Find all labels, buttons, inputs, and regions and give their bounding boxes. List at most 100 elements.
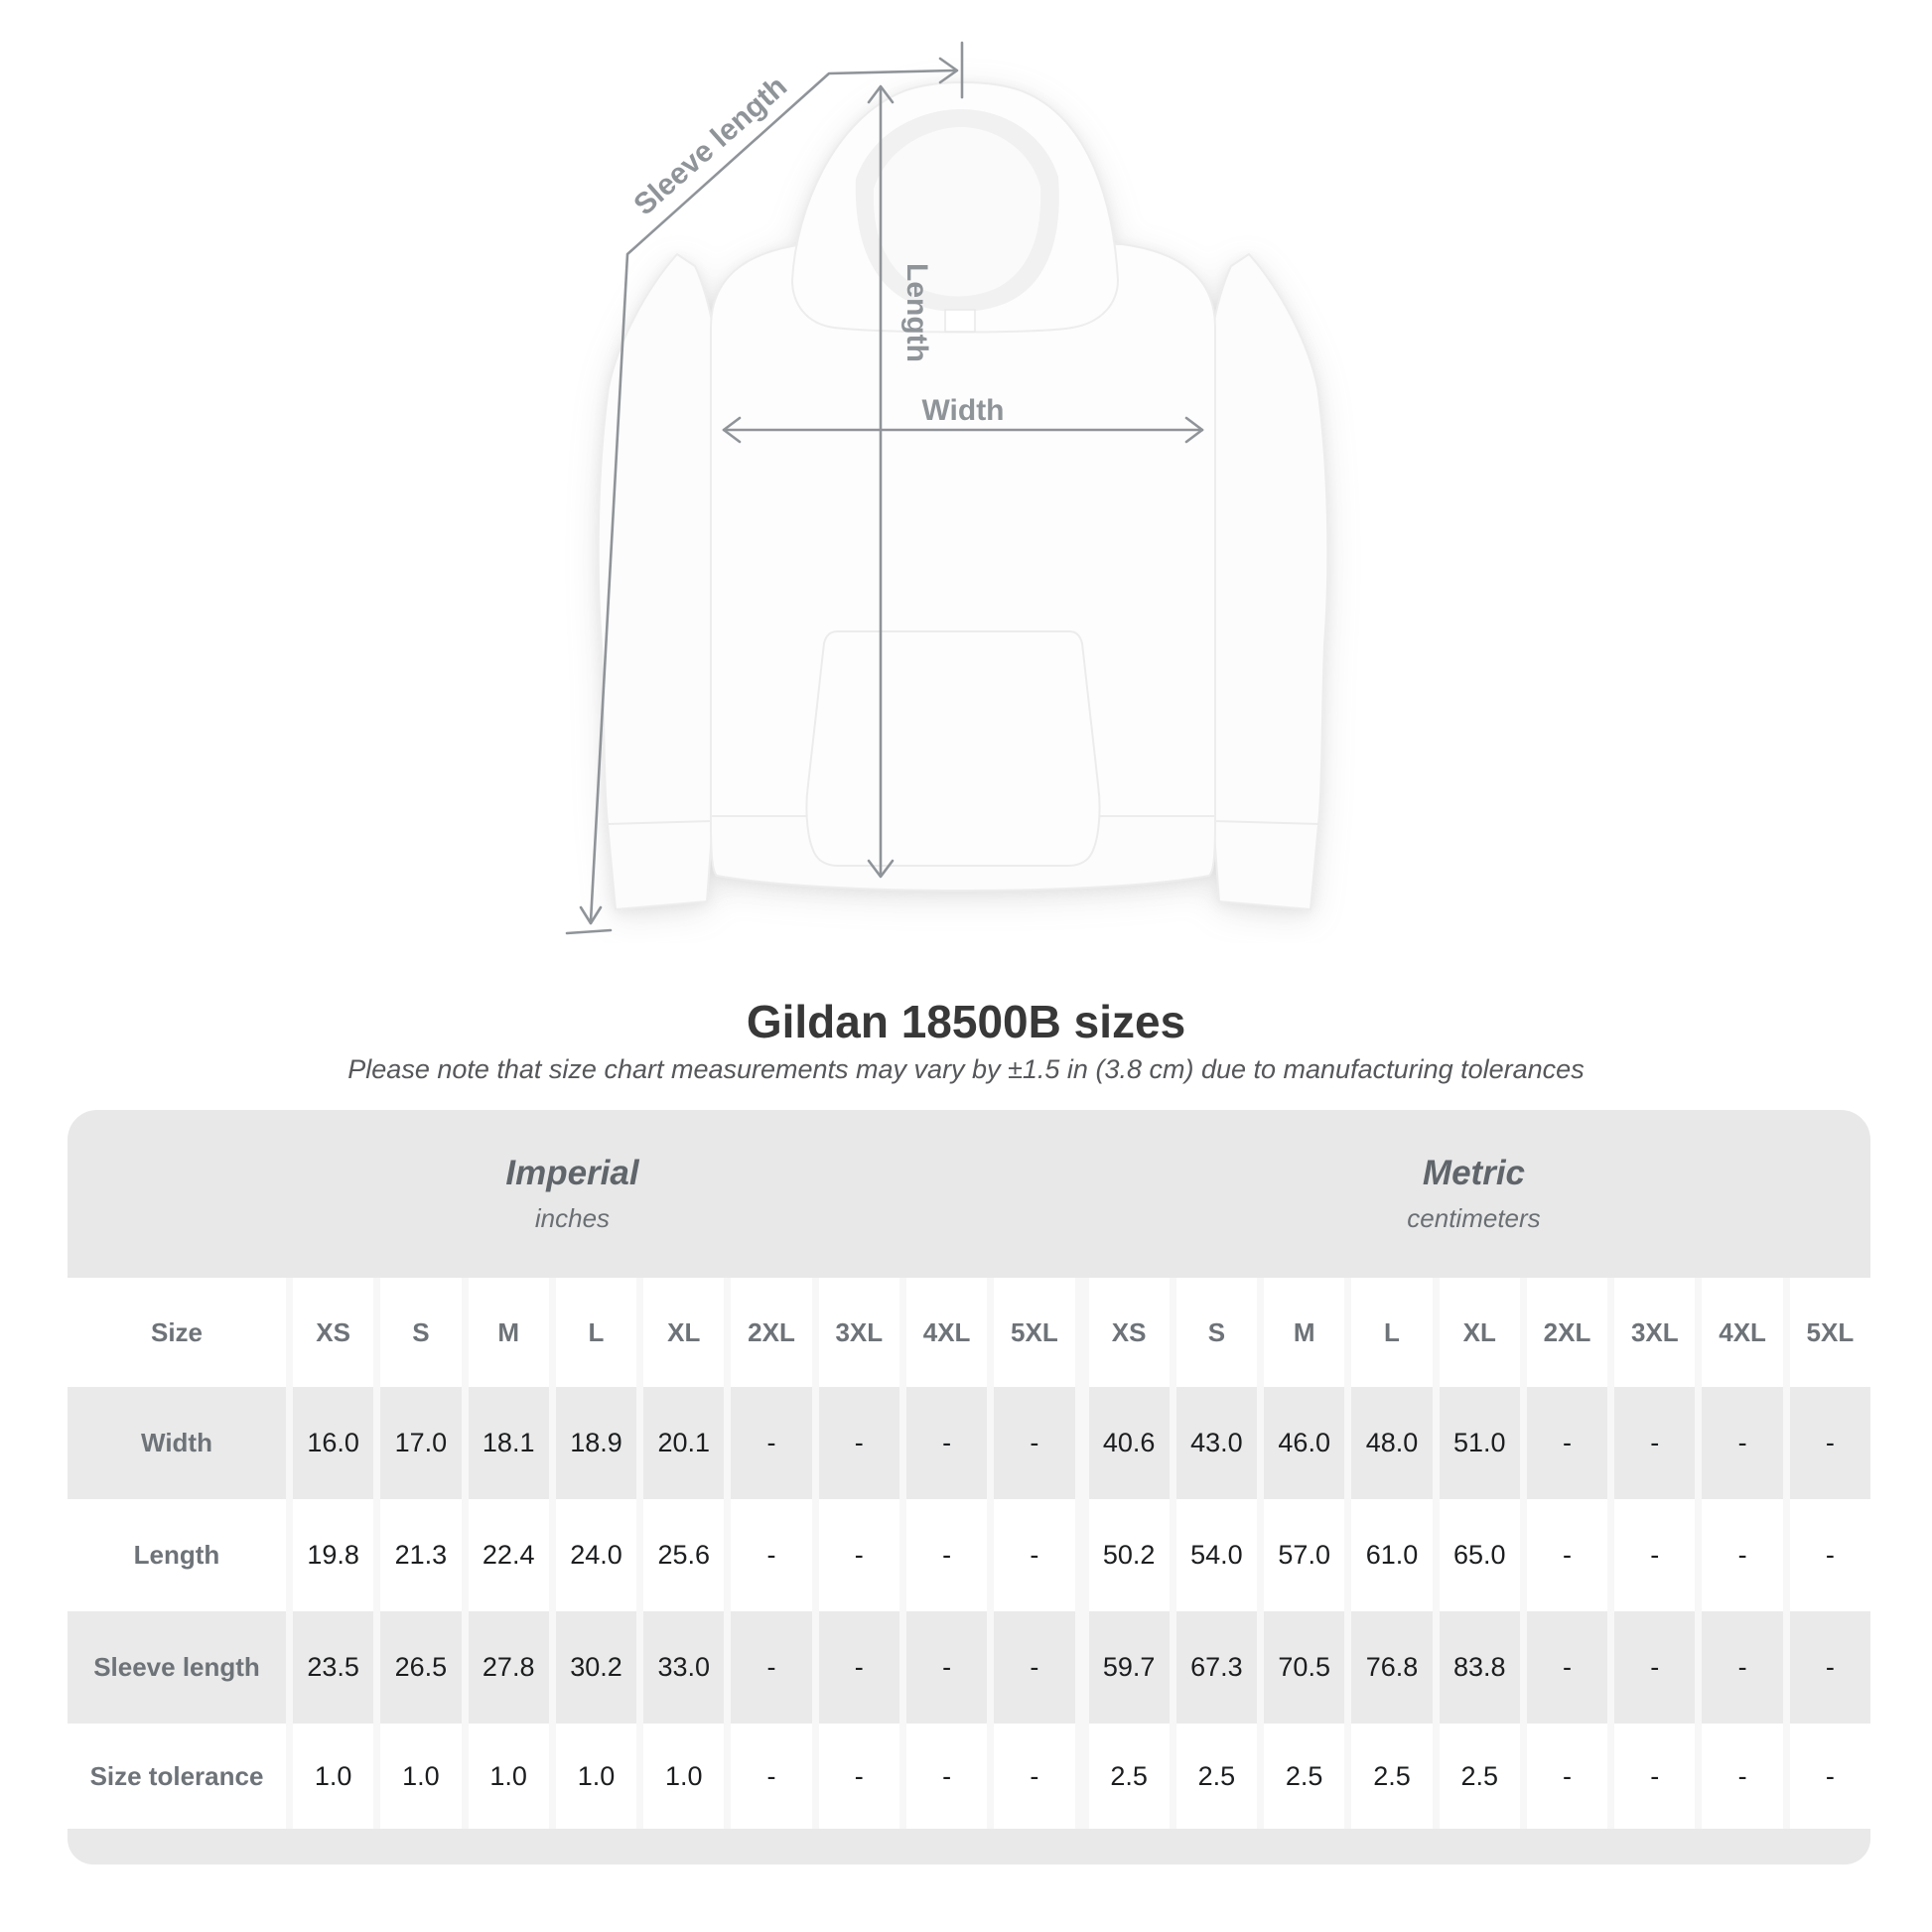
table-cell-metric: - [1614,1611,1696,1724]
table-cell-imperial: 16.0 [293,1387,374,1499]
size-column-header: Size [68,1278,286,1387]
table-cell-imperial: 33.0 [643,1611,725,1724]
table-cell-metric: 59.7 [1088,1611,1170,1724]
table-cell-metric: 2.5 [1264,1724,1345,1829]
table-cell-imperial: - [994,1724,1075,1829]
table-cell-imperial: 20.1 [643,1387,725,1499]
table-cell-imperial: 1.0 [555,1724,637,1829]
collar-tag [944,309,976,333]
table-cell-metric: 2.5 [1175,1724,1258,1829]
table-cell-metric: 46.0 [1264,1387,1345,1499]
size-col-header-imperial: XS [293,1278,374,1387]
table-cell-metric: 2.5 [1351,1724,1433,1829]
table-cell-imperial: 1.0 [380,1724,462,1829]
table-cell-metric: 51.0 [1439,1387,1520,1499]
table-cell-imperial: 27.8 [468,1611,549,1724]
size-col-header-imperial: XL [643,1278,725,1387]
table-cell-metric: 2.5 [1088,1724,1170,1829]
table-cell-imperial: 1.0 [293,1724,374,1829]
size-col-header-metric: M [1264,1278,1345,1387]
table-cell-metric: - [1789,1611,1870,1724]
table-footer-band [68,1829,1870,1864]
size-col-header-imperial: S [380,1278,462,1387]
table-cell-metric: 40.6 [1088,1387,1170,1499]
size-col-header-imperial: L [555,1278,637,1387]
metric-section-header: Metric centimeters [1077,1154,1870,1234]
table-cell-imperial: - [818,1499,899,1611]
table-cell-metric: - [1702,1499,1783,1611]
table-cell-imperial: 21.3 [380,1499,462,1611]
table-cell-metric: - [1614,1387,1696,1499]
table-cell-metric: - [1702,1611,1783,1724]
table-cell-metric: - [1789,1499,1870,1611]
tolerance-note: Please note that size chart measurements… [347,1054,1585,1084]
page-title: Gildan 18500B sizes [746,996,1186,1047]
size-col-header-metric: XS [1088,1278,1170,1387]
size-col-header-imperial: 2XL [731,1278,812,1387]
size-col-header-metric: S [1175,1278,1258,1387]
table-cell-imperial: 18.9 [555,1387,637,1499]
table-cell-metric: 83.8 [1439,1611,1520,1724]
size-col-header-imperial: 5XL [994,1278,1075,1387]
size-col-header-metric: L [1351,1278,1433,1387]
imperial-section-header: Imperial inches [68,1154,1077,1234]
size-col-header-imperial: 3XL [818,1278,899,1387]
table-cell-metric: 57.0 [1264,1499,1345,1611]
metric-title: Metric [1422,1154,1526,1192]
table-cell-imperial: 24.0 [555,1499,637,1611]
hoodie-garment [597,81,1329,911]
table-cell-imperial: - [731,1611,812,1724]
hoodie-illustration: Sleeve length Length Width [565,41,1329,935]
table-cell-imperial: 18.1 [468,1387,549,1499]
row-label: Width [68,1387,286,1499]
size-col-header-metric: 3XL [1614,1278,1696,1387]
table-cell-metric: - [1789,1724,1870,1829]
table-cell-metric: - [1702,1387,1783,1499]
size-col-header-metric: 4XL [1702,1278,1783,1387]
table-cell-metric: - [1702,1724,1783,1829]
table-cell-imperial: 1.0 [643,1724,725,1829]
metric-unit: centimeters [1407,1203,1541,1233]
table-cell-metric: - [1526,1387,1608,1499]
size-col-header-metric: XL [1439,1278,1520,1387]
imperial-title: Imperial [505,1154,639,1192]
table-cell-imperial: - [905,1387,988,1499]
table-cell-metric: - [1526,1611,1608,1724]
size-col-header-imperial: 4XL [905,1278,988,1387]
table-cell-metric: - [1614,1724,1696,1829]
table-cell-imperial: - [905,1724,988,1829]
table-cell-metric: 43.0 [1175,1387,1258,1499]
table-cell-metric: 54.0 [1175,1499,1258,1611]
table-cell-metric: - [1526,1499,1608,1611]
table-cell-imperial: - [905,1611,988,1724]
row-label: Length [68,1499,286,1611]
size-col-header-imperial: M [468,1278,549,1387]
table-cell-metric: - [1789,1387,1870,1499]
imperial-unit: inches [534,1203,611,1233]
table-cell-imperial: - [818,1387,899,1499]
length-arrow: Length [867,84,933,879]
table-cell-metric: 2.5 [1439,1724,1520,1829]
table-cell-imperial: 1.0 [468,1724,549,1829]
table-cell-imperial: 30.2 [555,1611,637,1724]
size-col-header-metric: 2XL [1526,1278,1608,1387]
table-cell-metric: 65.0 [1439,1499,1520,1611]
table-cell-metric: - [1614,1499,1696,1611]
table-cell-imperial: - [994,1387,1075,1499]
table-cell-metric: 48.0 [1351,1387,1433,1499]
table-cell-metric: 67.3 [1175,1611,1258,1724]
table-cell-imperial: - [905,1499,988,1611]
row-label: Size tolerance [68,1724,286,1829]
table-cell-imperial: 25.6 [643,1499,725,1611]
table-cell-imperial: 26.5 [380,1611,462,1724]
size-col-header-metric: 5XL [1789,1278,1870,1387]
table-cell-imperial: - [731,1387,812,1499]
table-cell-metric: 50.2 [1088,1499,1170,1611]
width-label: Width [921,394,1004,427]
table-cell-imperial: - [731,1499,812,1611]
width-arrow: Width [722,394,1204,444]
table-cell-imperial: - [818,1724,899,1829]
table-cell-metric: 76.8 [1351,1611,1433,1724]
table-cell-metric: 61.0 [1351,1499,1433,1611]
